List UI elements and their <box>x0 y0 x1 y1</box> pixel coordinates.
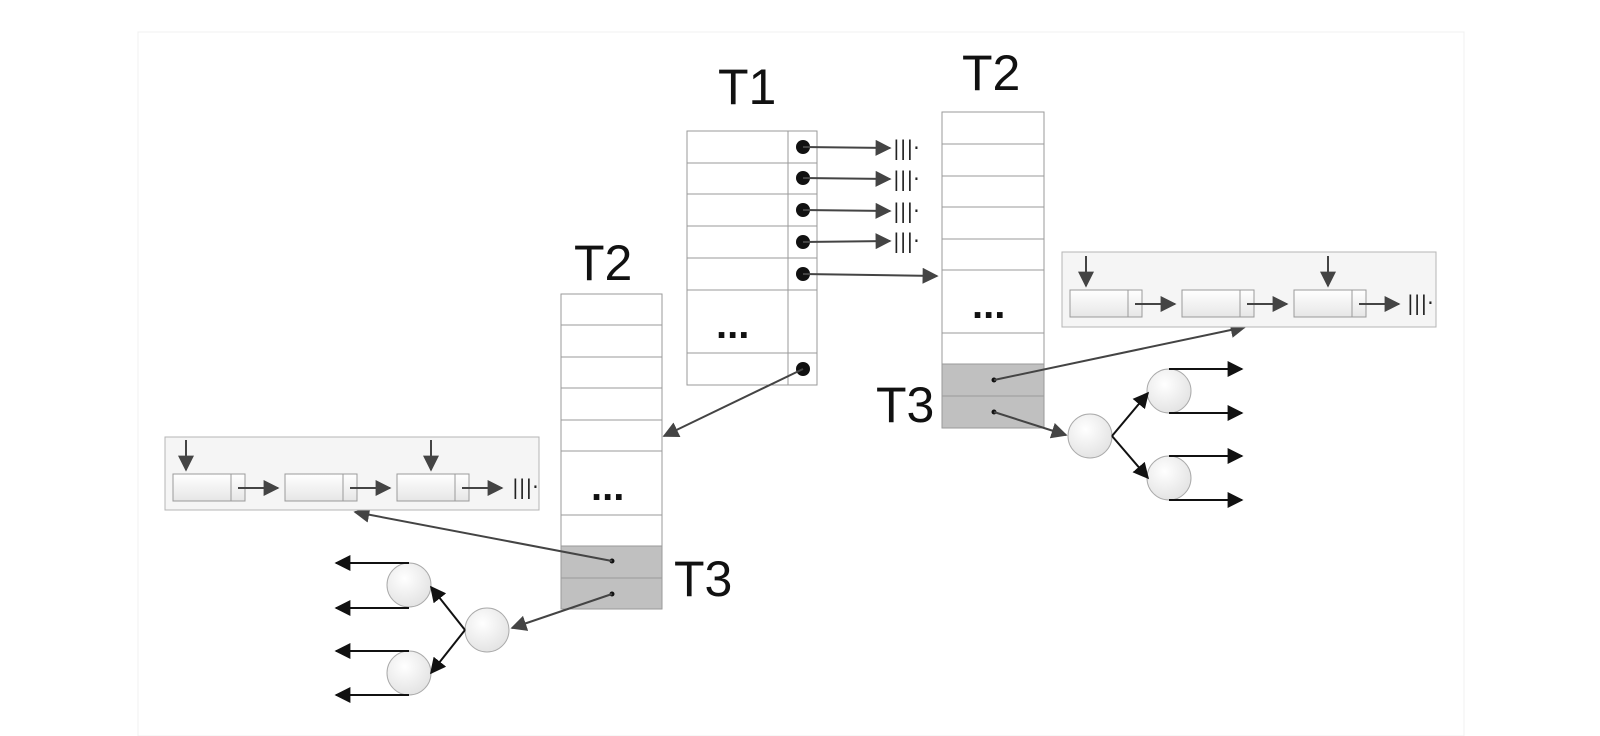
list-node <box>172 473 246 502</box>
table-t2-left: T2 ... T3 <box>353 235 732 631</box>
tree-right <box>1067 361 1244 508</box>
null-terminator-icon: |||· <box>512 475 539 499</box>
label-t3-right: T3 <box>876 377 934 433</box>
list-node <box>1293 289 1367 318</box>
list-node <box>396 473 470 502</box>
label-t3-left: T3 <box>674 551 732 607</box>
label-t1: T1 <box>718 59 776 115</box>
linked-list-panel-left: |||· <box>164 436 540 511</box>
list-node <box>1069 289 1143 318</box>
tree-left <box>334 555 510 703</box>
table-t2-right: T2 ... T3 <box>876 45 1247 439</box>
tree-node <box>464 607 510 653</box>
null-terminator-icon: |||· <box>893 199 920 223</box>
diagram-frame <box>137 31 1465 736</box>
tree-node <box>386 650 432 696</box>
t2-right-ellipsis: ... <box>972 283 1005 327</box>
tree-node <box>1146 368 1192 414</box>
null-terminator-icon: |||· <box>893 136 920 160</box>
list-node <box>284 473 358 502</box>
label-t2-left: T2 <box>574 235 632 291</box>
null-terminator-icon: |||· <box>893 167 920 191</box>
linked-list-panel-right: |||· <box>1061 251 1437 328</box>
null-terminator-icon: |||· <box>893 229 920 253</box>
t2-left-ellipsis: ... <box>591 465 624 509</box>
tree-node <box>1067 413 1113 459</box>
table-t1: T1 ... |||· |||· |||· |||· <box>662 59 939 437</box>
null-terminator-icon: |||· <box>1407 291 1434 315</box>
t1-ellipsis: ... <box>716 303 749 347</box>
list-node <box>1181 289 1255 318</box>
tree-node <box>386 562 432 608</box>
label-t2-right: T2 <box>962 45 1020 101</box>
tree-node <box>1146 455 1192 501</box>
